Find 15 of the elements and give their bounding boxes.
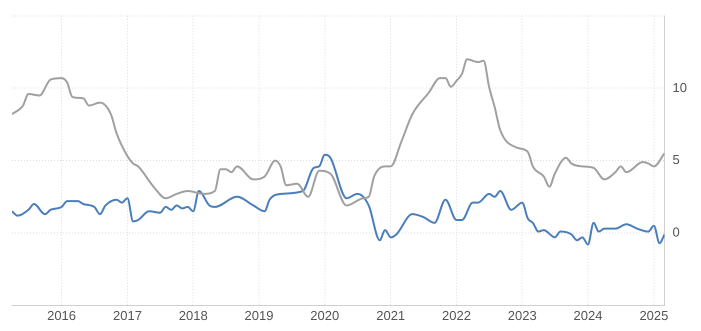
line-series xyxy=(12,154,665,246)
x-tick-label: 2017 xyxy=(113,308,142,323)
x-tick-label: 2016 xyxy=(47,308,76,323)
x-tick-label: 2022 xyxy=(442,308,471,323)
x-tick-label: 2025 xyxy=(639,308,668,323)
line-series xyxy=(12,58,665,206)
y-tick-label: 10 xyxy=(672,80,688,95)
x-tick-label: 2020 xyxy=(310,308,340,323)
y-tick-label: 0 xyxy=(672,224,680,240)
x-tick-label: 2019 xyxy=(244,308,274,323)
x-tick-label: 2024 xyxy=(574,308,602,323)
x-tick-label: 2023 xyxy=(508,308,537,323)
y-tick-label: 5 xyxy=(672,152,680,168)
x-tick-label: 2021 xyxy=(376,308,406,323)
x-tick-label: 2018 xyxy=(178,308,208,323)
